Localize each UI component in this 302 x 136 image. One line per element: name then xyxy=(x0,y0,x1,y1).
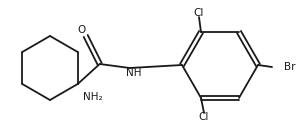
Text: NH: NH xyxy=(126,68,141,78)
Text: Cl: Cl xyxy=(199,112,209,122)
Text: NH₂: NH₂ xyxy=(83,92,102,102)
Text: Cl: Cl xyxy=(194,8,204,18)
Text: O: O xyxy=(78,25,86,35)
Text: Br: Br xyxy=(284,62,295,72)
